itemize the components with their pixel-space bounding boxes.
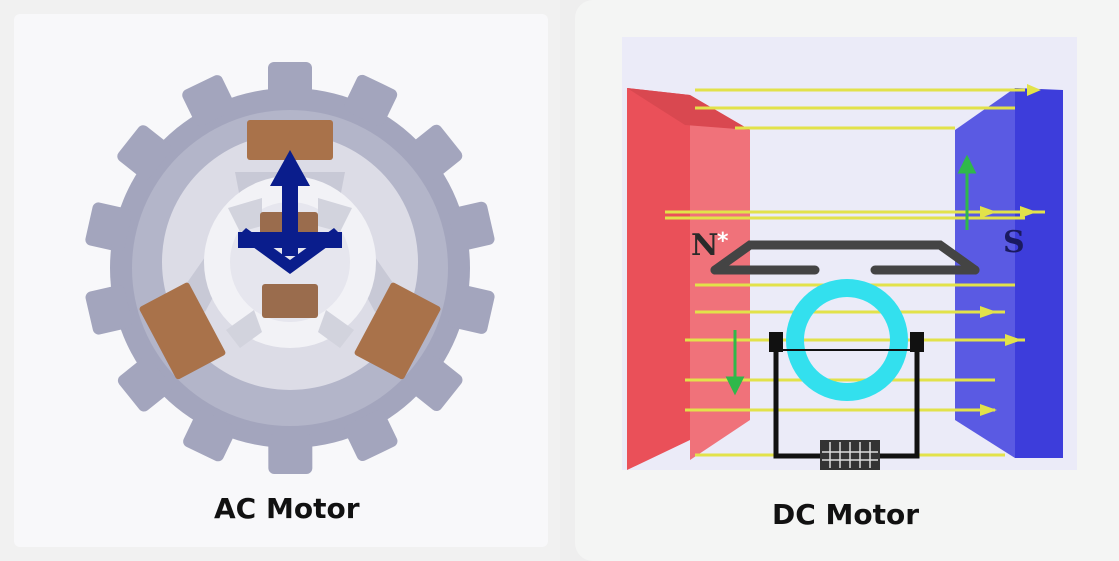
brush-right xyxy=(910,332,924,352)
battery-icon xyxy=(820,440,880,470)
south-pole-label: S xyxy=(1003,225,1025,260)
armature-loop xyxy=(710,240,980,275)
south-pole-magnet xyxy=(955,88,1063,458)
coil-center-bottom xyxy=(262,284,318,318)
north-pole-label: N xyxy=(691,228,718,263)
brush-left xyxy=(769,332,783,352)
ac-motor-caption: AC Motor xyxy=(214,492,360,525)
field-arrowheads xyxy=(980,84,1041,416)
commutator-ring xyxy=(786,279,908,401)
coil-top xyxy=(247,120,333,160)
dc-motor-caption: DC Motor xyxy=(772,498,920,531)
rotor-arms xyxy=(226,198,354,348)
north-pole-magnet xyxy=(627,88,750,470)
coil-right xyxy=(354,282,441,380)
north-marker-icon: * xyxy=(717,229,729,254)
ac-motor-diagram xyxy=(85,62,495,475)
force-arrows xyxy=(725,154,977,396)
field-arrow-icon xyxy=(238,150,342,274)
circuit-wires xyxy=(773,349,920,459)
dc-motor-diagram: N S * xyxy=(622,37,1077,470)
coil-left xyxy=(139,282,226,380)
